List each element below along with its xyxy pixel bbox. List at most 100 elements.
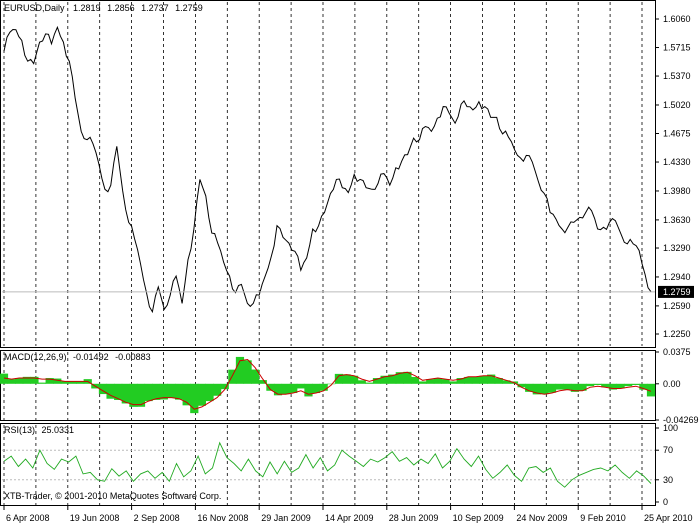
macd-bar bbox=[479, 375, 488, 384]
macd-bar bbox=[0, 373, 9, 384]
macd-bar bbox=[167, 383, 176, 399]
macd-bar bbox=[380, 375, 389, 384]
y-tick-label: 1.2590 bbox=[663, 301, 691, 311]
macd-bar bbox=[487, 374, 496, 384]
macd-bar bbox=[403, 371, 412, 384]
y-tick-label: 1.3290 bbox=[663, 243, 691, 253]
rsi-panel[interactable] bbox=[0, 423, 656, 506]
macd-bar bbox=[327, 383, 336, 385]
macd-bar bbox=[182, 383, 191, 406]
macd-bar bbox=[426, 379, 435, 384]
x-tick-label: 14 Apr 2009 bbox=[325, 513, 374, 523]
macd-bar bbox=[174, 383, 184, 400]
current-price-box bbox=[658, 285, 694, 298]
macd-bar bbox=[342, 374, 351, 384]
rsi-line bbox=[3, 441, 652, 488]
current-price-label: 1.2759 bbox=[663, 287, 691, 297]
macd-bar bbox=[121, 383, 130, 404]
macd-bar bbox=[631, 383, 640, 385]
macd-bar bbox=[289, 383, 298, 394]
y-tick-label: 1.5370 bbox=[663, 71, 691, 81]
macd-bar bbox=[190, 383, 199, 414]
macd-bar bbox=[106, 383, 115, 399]
macd-title: MACD(12,26,9) bbox=[4, 352, 67, 362]
x-tick-label: 16 Nov 2008 bbox=[197, 513, 248, 523]
y-tick-label: 1.4675 bbox=[663, 129, 691, 139]
macd-bar bbox=[251, 369, 260, 384]
macd-bar bbox=[471, 376, 481, 384]
macd-bar bbox=[350, 375, 359, 384]
macd-bar bbox=[22, 376, 31, 384]
macd-bar bbox=[441, 379, 450, 384]
macd-bar bbox=[319, 383, 328, 391]
svg-text:MACD(12,26,9) -0.01492: MACD(12,26,9) -0.01492 -0.00883 bbox=[4, 352, 151, 362]
macd-bar bbox=[114, 383, 123, 400]
macd-bar bbox=[136, 383, 146, 407]
macd-bar bbox=[220, 383, 229, 390]
macd-bar bbox=[395, 372, 404, 384]
macd-signal-line bbox=[3, 358, 652, 410]
x-tick-label: 28 Jun 2009 bbox=[389, 513, 439, 523]
macd-bar bbox=[608, 383, 618, 390]
macd-bar bbox=[555, 383, 564, 390]
macd-bar bbox=[311, 383, 321, 394]
y-tick-label: 1.2940 bbox=[663, 272, 691, 282]
x-tick-label: 2 Sep 2008 bbox=[134, 513, 180, 523]
svg-text:EURUSD,Daily 1.2819 1.: EURUSD,Daily 1.2819 1.2856 1.2737 1.2759 bbox=[4, 3, 203, 13]
macd-bar bbox=[365, 382, 374, 384]
macd-main-value: -0.01492 bbox=[73, 352, 109, 362]
macd-signal-value: -0.00883 bbox=[115, 352, 151, 362]
macd-bar bbox=[448, 381, 458, 384]
macd-bar bbox=[266, 383, 275, 391]
symbol-label: EURUSD,Daily bbox=[4, 3, 65, 13]
macd-y-tick-label: 0.0375 bbox=[663, 347, 691, 357]
macd-bar bbox=[129, 383, 138, 407]
macd-bar bbox=[197, 383, 207, 406]
y-tick-label: 1.4330 bbox=[663, 157, 691, 167]
macd-bar bbox=[15, 378, 24, 384]
macd-bar bbox=[410, 376, 420, 384]
macd-bar bbox=[304, 383, 313, 397]
close-value: 1.2759 bbox=[175, 3, 203, 13]
x-tick-label: 6 Apr 2008 bbox=[6, 513, 50, 523]
x-tick-label: 9 Feb 2010 bbox=[580, 513, 626, 523]
macd-bar bbox=[586, 383, 595, 387]
macd-bar bbox=[646, 383, 656, 397]
x-tick-label: 10 Sep 2009 bbox=[453, 513, 504, 523]
copyright-watermark: XTB-Trader, © 2001-2010 MetaQuotes Softw… bbox=[4, 491, 221, 501]
macd-bar bbox=[532, 383, 541, 395]
macd-bar bbox=[76, 381, 85, 384]
macd-bar bbox=[525, 383, 534, 392]
macd-bar bbox=[235, 356, 245, 384]
macd-bar bbox=[205, 383, 214, 402]
macd-bar bbox=[144, 383, 153, 402]
macd-bar bbox=[37, 382, 47, 384]
x-tick-label: 25 Apr 2010 bbox=[644, 513, 693, 523]
svg-text:RSI(13) 25.0331: RSI(13) 25.0331 bbox=[4, 425, 74, 435]
macd-bar bbox=[464, 376, 473, 384]
price-panel[interactable] bbox=[0, 0, 656, 348]
macd-bar bbox=[639, 383, 648, 390]
macd-bar bbox=[494, 378, 503, 384]
x-tick-label: 19 Jun 2008 bbox=[70, 513, 120, 523]
macd-bar bbox=[357, 380, 366, 384]
macd-bar bbox=[456, 378, 465, 384]
y-tick-label: 1.6060 bbox=[663, 14, 691, 24]
macd-bar bbox=[159, 383, 168, 400]
macd-bar bbox=[563, 383, 572, 390]
macd-y-tick-label: 0.00 bbox=[663, 379, 681, 389]
open-value: 1.2819 bbox=[73, 3, 101, 13]
macd-panel[interactable] bbox=[0, 350, 656, 421]
macd-bar bbox=[7, 379, 16, 384]
macd-bar bbox=[540, 383, 549, 395]
high-value: 1.2856 bbox=[107, 3, 135, 13]
macd-bar bbox=[601, 383, 610, 388]
macd-bar bbox=[593, 383, 602, 385]
macd-bar bbox=[60, 381, 69, 384]
macd-bar bbox=[418, 381, 427, 384]
macd-bar bbox=[98, 383, 108, 395]
macd-bar bbox=[570, 383, 579, 392]
macd-bar bbox=[243, 360, 252, 384]
macd-bar bbox=[273, 383, 283, 396]
